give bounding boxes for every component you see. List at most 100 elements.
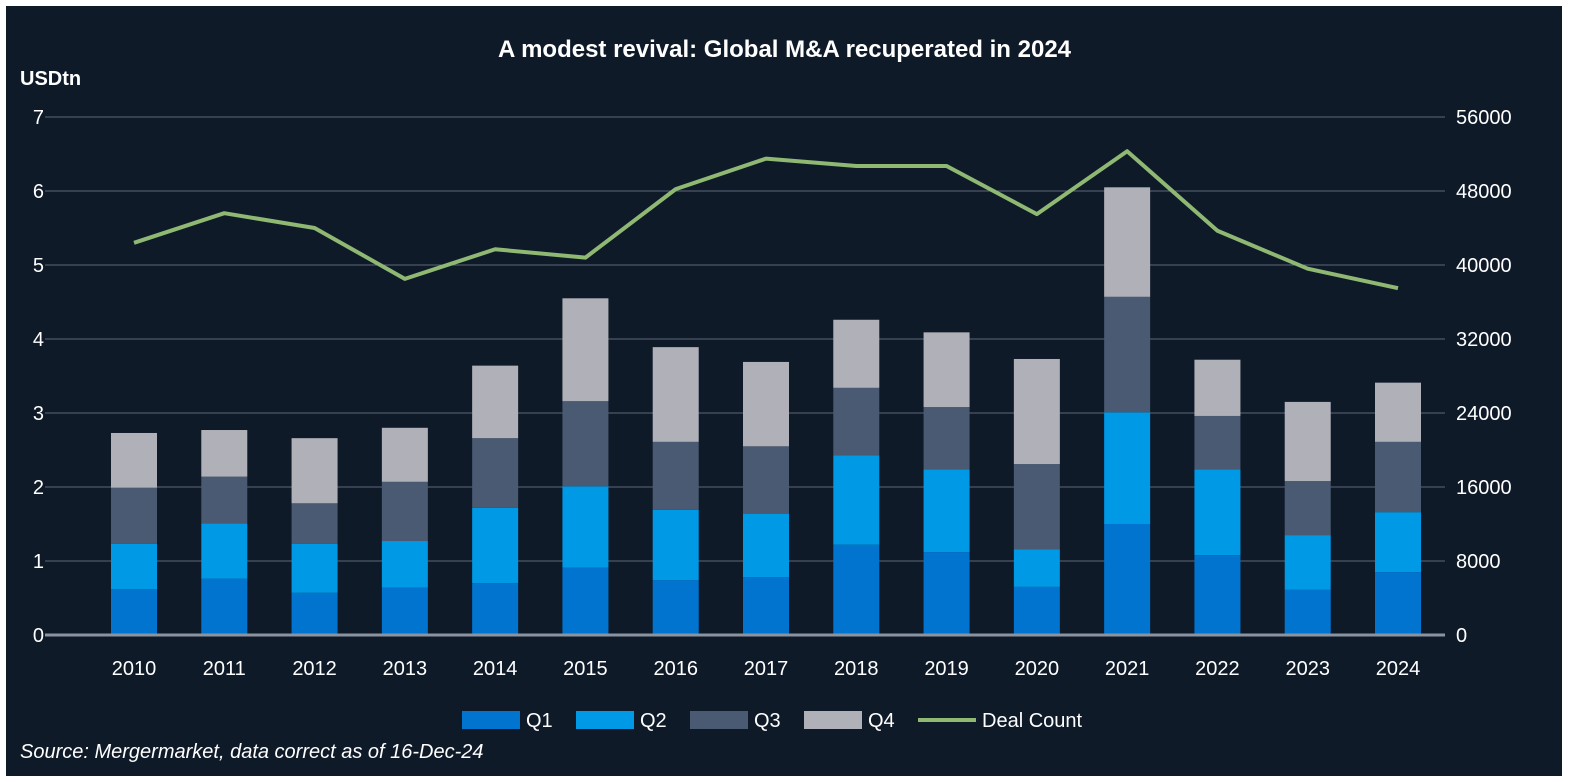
- x-tick-label: 2012: [292, 658, 337, 680]
- legend-label: Q2: [640, 710, 667, 732]
- y-tick-label: 4: [33, 329, 44, 351]
- bar-q3-2019: [923, 407, 970, 470]
- y-tick-label: 6: [33, 181, 44, 203]
- bar-q1-2014: [472, 583, 519, 635]
- bar-q2-2014: [472, 507, 519, 584]
- x-tick-label: 2015: [563, 658, 608, 680]
- bar-q2-2015: [562, 486, 609, 568]
- bar-q3-2020: [1013, 464, 1060, 550]
- bar-q4-2014: [472, 365, 519, 439]
- bar-q4-2012: [291, 438, 338, 504]
- bar-q2-2018: [833, 455, 880, 545]
- bar-q4-2022: [1194, 359, 1241, 416]
- bar-q1-2024: [1375, 572, 1421, 635]
- bar-q2-2011: [201, 523, 248, 579]
- y-tick-label: 2: [33, 477, 44, 499]
- bar-q3-2012: [291, 503, 338, 544]
- bar-q4-2017: [743, 361, 789, 447]
- bar-q1-2013: [381, 587, 428, 635]
- bar-q1-2023: [1284, 589, 1331, 635]
- legend-label: Q3: [754, 710, 781, 732]
- bar-q4-2023: [1284, 401, 1331, 482]
- bar-q2-2013: [381, 541, 428, 588]
- bar-q2-2024: [1375, 512, 1421, 573]
- bar-q3-2016: [652, 441, 699, 510]
- bar-q3-2014: [472, 438, 519, 508]
- deal-count-line: [133, 149, 1399, 291]
- bar-q1-2019: [923, 552, 970, 635]
- bar-q2-2020: [1013, 549, 1060, 587]
- bar-q1-2021: [1104, 524, 1151, 635]
- x-tick-label: 2021: [1105, 658, 1150, 680]
- bar-q3-2013: [381, 481, 428, 542]
- bar-q2-2016: [652, 509, 699, 581]
- bar-q4-2011: [201, 430, 248, 477]
- y-tick-label: 7: [33, 107, 44, 129]
- bar-q1-2016: [652, 580, 699, 635]
- x-tick-label: 2019: [924, 658, 969, 680]
- bar-q2-2017: [743, 513, 789, 578]
- bar-q4-2019: [923, 332, 970, 408]
- y2-tick-label: 48000: [1456, 181, 1512, 203]
- x-tick-label: 2023: [1285, 658, 1330, 680]
- bar-q4-2020: [1013, 358, 1060, 465]
- bar-q3-2010: [111, 487, 157, 544]
- y2-tick-label: 8000: [1456, 551, 1501, 573]
- legend-label: Q4: [868, 710, 895, 732]
- bar-q4-2015: [562, 298, 609, 402]
- chart-title: A modest revival: Global M&A recuperated…: [497, 36, 1072, 63]
- bar-q3-2024: [1375, 441, 1421, 513]
- bar-q4-2024: [1375, 382, 1421, 442]
- x-tick-label: 2020: [1015, 658, 1060, 680]
- bar-q3-2017: [743, 446, 789, 514]
- source-note: Source: Mergermarket, data correct as of…: [20, 741, 484, 763]
- x-tick-label: 2013: [383, 658, 428, 680]
- bar-q3-2022: [1194, 415, 1241, 470]
- y2-tick-label: 24000: [1456, 403, 1512, 425]
- bar-q1-2017: [743, 577, 789, 635]
- bar-q1-2018: [833, 544, 880, 635]
- y-tick-label: 1: [33, 551, 44, 573]
- x-tick-label: 2016: [653, 658, 698, 680]
- bar-q2-2021: [1104, 412, 1151, 524]
- bar-q2-2023: [1284, 535, 1331, 590]
- bar-q4-2018: [833, 319, 880, 388]
- legend-swatch-q1: [462, 711, 520, 729]
- y2-tick-label: 0: [1456, 625, 1467, 647]
- bar-q4-2010: [111, 432, 157, 488]
- y-axis-label: USDtn: [20, 68, 82, 90]
- bar-q2-2012: [291, 543, 338, 593]
- y2-tick-label: 16000: [1456, 477, 1512, 499]
- x-tick-label: 2018: [834, 658, 879, 680]
- bar-q3-2011: [201, 476, 248, 524]
- bar-q1-2011: [201, 578, 248, 635]
- legend-label: Deal Count: [982, 710, 1083, 732]
- bar-q1-2010: [111, 589, 157, 635]
- bar-q4-2016: [652, 347, 699, 442]
- y2-tick-label: 56000: [1456, 107, 1512, 129]
- bar-q1-2012: [291, 592, 338, 635]
- bar-q2-2022: [1194, 469, 1241, 556]
- x-tick-label: 2024: [1376, 658, 1421, 680]
- y-tick-label: 5: [33, 255, 44, 277]
- legend-label: Q1: [526, 710, 553, 732]
- y-tick-label: 0: [33, 625, 44, 647]
- y2-tick-label: 32000: [1456, 329, 1512, 351]
- bar-q3-2018: [833, 387, 880, 456]
- bar-q1-2022: [1194, 555, 1241, 635]
- legend-swatch-q3: [690, 711, 748, 729]
- bar-q4-2013: [381, 427, 428, 482]
- bar-q3-2021: [1104, 296, 1151, 413]
- x-tick-label: 2017: [744, 658, 789, 680]
- y2-tick-label: 40000: [1456, 255, 1512, 277]
- bar-q2-2010: [111, 543, 157, 590]
- x-tick-label: 2011: [203, 658, 246, 680]
- bar-q2-2019: [923, 469, 970, 553]
- bar-q1-2020: [1013, 586, 1060, 635]
- bar-q3-2023: [1284, 481, 1331, 536]
- legend-swatch-q2: [576, 711, 634, 729]
- y-tick-label: 3: [33, 403, 44, 425]
- bar-q3-2015: [562, 401, 609, 487]
